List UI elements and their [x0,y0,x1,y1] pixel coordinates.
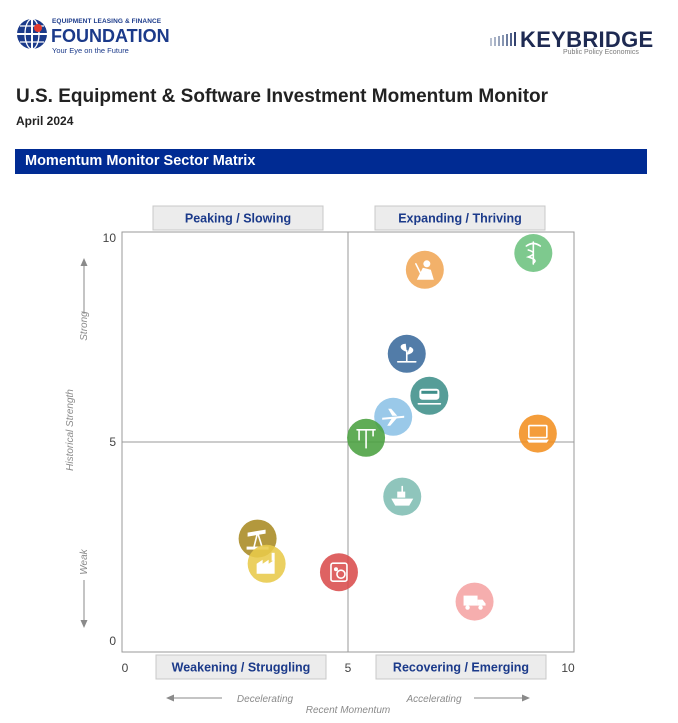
materials-factory-point [247,544,286,583]
section-header: Momentum Monitor Sector Matrix [15,149,647,174]
ships-boats-point [383,477,422,516]
keybridge-logo: KEYBRIDGE Public Policy Economics [490,27,660,63]
y-weak-label: Weak [79,548,90,574]
quadrant-label-recovering: Recovering / Emerging [393,661,529,675]
y-tick-label: 5 [109,435,116,449]
y-tick-label: 10 [103,231,117,245]
computer-point [518,414,557,453]
y-down-arrowhead [80,620,88,628]
y-strong-label: Strong [79,311,90,341]
quadrant-label-weakening: Weakening / Struggling [172,661,311,675]
x-tick-label: 5 [345,661,352,675]
section-title: Momentum Monitor Sector Matrix [25,153,256,169]
agriculture-plant-icon [396,343,417,363]
quadrant-label-expanding-box [374,205,546,231]
elff-name: FOUNDATION [51,26,170,46]
railroad-train-point [410,376,449,415]
aircraft-icon [382,408,405,426]
page-date: April 2024 [16,114,74,128]
quadrant-label-peaking: Peaking / Slowing [185,212,291,226]
quadrant-label-recovering-box [375,654,547,680]
railroad-train-icon [417,388,442,405]
trucks-icon [463,595,486,610]
momentum-matrix-chart: Peaking / Slowing Expanding / Thriving Wea… [65,205,575,716]
x-decelerating-label: Decelerating [237,694,294,705]
keybridge-name: KEYBRIDGE [520,27,654,52]
computer-icon [526,424,549,443]
data-point-marker [518,414,557,453]
keybridge-bars-icon [490,32,516,46]
x-left-arrowhead [166,694,174,702]
x-axis-title: Recent Momentum [306,705,390,716]
medical-icon [525,241,542,265]
quadrant-label-weakening-box [155,654,327,680]
elff-tagline: Your Eye on the Future [52,46,129,55]
construction-worker-icon [415,260,434,280]
x-tick-label: 0 [122,661,129,675]
elff-top-line: EQUIPMENT LEASING & FINANCE [52,18,162,25]
y-up-arrowhead [80,258,88,266]
globe-icon [17,18,47,50]
trucks-point [455,582,494,621]
quadrant-label-expanding: Expanding / Thriving [398,212,522,226]
construction-worker-point [405,250,444,289]
medical-point [514,234,553,272]
data-point-marker [374,397,413,436]
x-right-arrowhead [522,694,530,702]
x-accelerating-label: Accelerating [405,694,461,705]
agriculture-plant-point [387,334,426,373]
elff-logo: EQUIPMENT LEASING & FINANCE FOUNDATION Y… [16,14,176,56]
data-point-marker [319,553,358,592]
page-title: U.S. Equipment & Software Investment Mom… [16,86,549,107]
keybridge-tagline: Public Policy Economics [563,49,639,56]
mining-oilfield-icon [356,429,376,449]
y-axis-title: Historical Strength [65,389,76,471]
materials-factory-icon [256,552,275,574]
y-tick-label: 0 [109,634,116,648]
other-industrial-point [319,553,358,592]
aircraft-point [374,397,413,436]
other-industrial-icon [330,562,348,583]
ships-boats-icon [391,485,414,506]
mining-oilfield-point [347,418,386,457]
quadrant-label-peaking-box [152,205,324,231]
x-tick-label: 10 [561,661,575,675]
